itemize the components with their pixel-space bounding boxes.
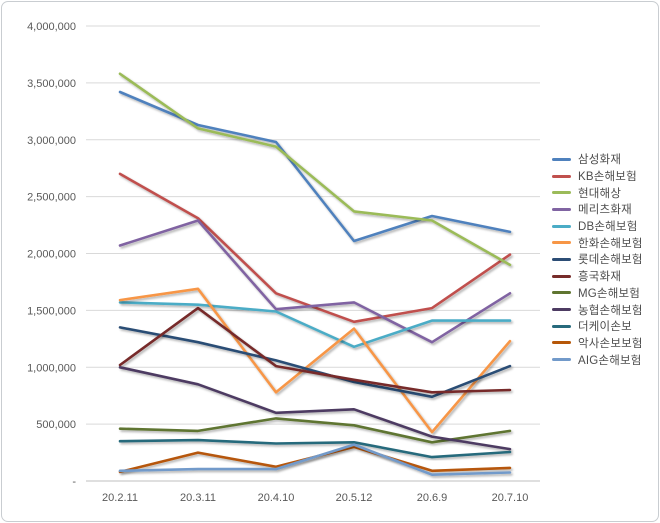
x-tick-label: 20.7.10: [492, 492, 529, 504]
x-tick-label: 20.6.9: [417, 492, 448, 504]
legend-label: DB손해보험: [578, 221, 638, 234]
legend-label: AIG손해보험: [578, 354, 642, 367]
legend-line-swatch-icon: [552, 341, 571, 345]
legend-label: 롯데손해보험: [578, 254, 643, 267]
legend-line-swatch-icon: [552, 174, 571, 178]
y-tick-label: 2,500,000: [27, 192, 76, 204]
legend-label: 메리츠화재: [578, 204, 632, 217]
legend-item: MG손해보험: [552, 285, 643, 302]
series-line-8: [118, 417, 512, 444]
series-line-1: [118, 172, 512, 324]
series-line-2: [118, 72, 512, 267]
legend-item: 악사손보보험: [552, 335, 643, 352]
legend-line-swatch-icon: [552, 358, 571, 362]
x-tick-label: 20.3.11: [180, 492, 216, 504]
y-tick-label: 500,000: [36, 419, 76, 431]
legend-item: 더케이손보: [552, 318, 643, 335]
legend-label: 악사손보보험: [578, 337, 643, 350]
y-tick-label: 3,000,000: [27, 135, 76, 147]
y-tick-label: 4,000,000: [27, 21, 76, 33]
legend-item: 삼성화재: [552, 151, 643, 168]
series-line-9: [118, 365, 512, 451]
legend-label: 현대해상: [578, 187, 622, 200]
legend-item: 메리츠화재: [552, 201, 643, 218]
series-line-5: [118, 287, 512, 434]
legend-item: DB손해보험: [552, 218, 643, 235]
legend-item: 흥국화재: [552, 268, 643, 285]
legend-line-swatch-icon: [552, 191, 571, 195]
series-line-12: [118, 443, 512, 477]
legend-line-swatch-icon: [552, 274, 571, 278]
x-tick-label: 20.2.11: [102, 492, 138, 504]
legend-line-swatch-icon: [552, 241, 571, 245]
y-tick-label: -: [72, 476, 76, 488]
x-tick-label: 20.5.12: [336, 492, 373, 504]
legend-line-swatch-icon: [552, 324, 571, 328]
y-tick-label: 1,500,000: [27, 305, 76, 317]
series-line-10: [118, 438, 512, 459]
series-line-4: [118, 301, 512, 349]
x-tick-label: 20.4.10: [258, 492, 295, 504]
y-tick-label: 3,500,000: [27, 78, 76, 90]
legend-item: AIG손해보험: [552, 351, 643, 368]
legend-line-swatch-icon: [552, 207, 571, 211]
legend-line-swatch-icon: [552, 291, 571, 295]
legend-line-swatch-icon: [552, 224, 571, 228]
legend-line-swatch-icon: [552, 257, 571, 261]
legend-label: KB손해보험: [578, 171, 637, 184]
legend-label: MG손해보험: [578, 287, 641, 300]
series-line-3: [118, 219, 512, 344]
legend-line-swatch-icon: [552, 308, 571, 312]
legend-label: 한화손해보험: [578, 237, 643, 250]
legend-line-swatch-icon: [552, 157, 571, 161]
legend-item: 현대해상: [552, 184, 643, 201]
series-line-7: [118, 306, 512, 394]
legend-label: 농협손해보험: [578, 304, 643, 317]
legend-label: 더케이손보: [578, 321, 632, 334]
legend-label: 흥국화재: [578, 271, 622, 284]
legend-item: KB손해보험: [552, 168, 643, 185]
y-tick-label: 2,000,000: [27, 249, 76, 261]
y-tick-label: 1,000,000: [27, 362, 76, 374]
legend-item: 농협손해보험: [552, 301, 643, 318]
legend-item: 한화손해보험: [552, 234, 643, 251]
series-line-11: [118, 445, 512, 474]
legend-label: 삼성화재: [578, 154, 622, 167]
legend-item: 롯데손해보험: [552, 251, 643, 268]
